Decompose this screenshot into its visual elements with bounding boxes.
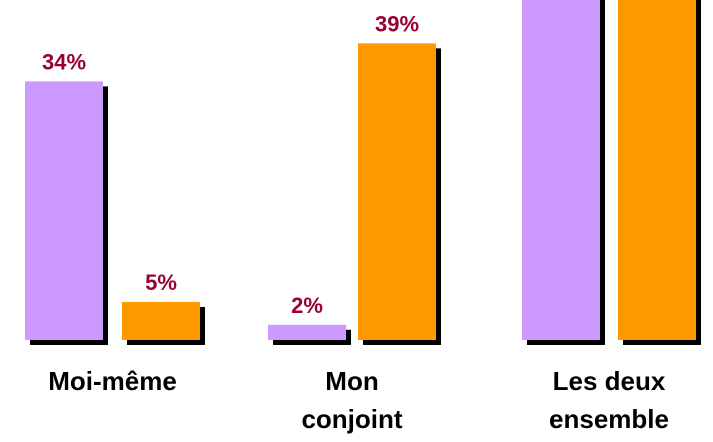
x-tick-label: Moi-même	[48, 366, 177, 396]
data-label: 2%	[291, 293, 323, 318]
x-tick-label: Mon conjoint	[301, 366, 403, 434]
bar	[358, 43, 436, 340]
bar	[122, 301, 200, 340]
data-label: 39%	[375, 11, 419, 36]
bar	[618, 0, 696, 340]
bar	[268, 324, 346, 340]
data-label: 5%	[145, 270, 177, 295]
bar	[25, 81, 103, 340]
x-tick-label: Les deux ensemble	[549, 366, 669, 434]
data-label: 34%	[42, 49, 86, 74]
bar	[522, 0, 600, 340]
